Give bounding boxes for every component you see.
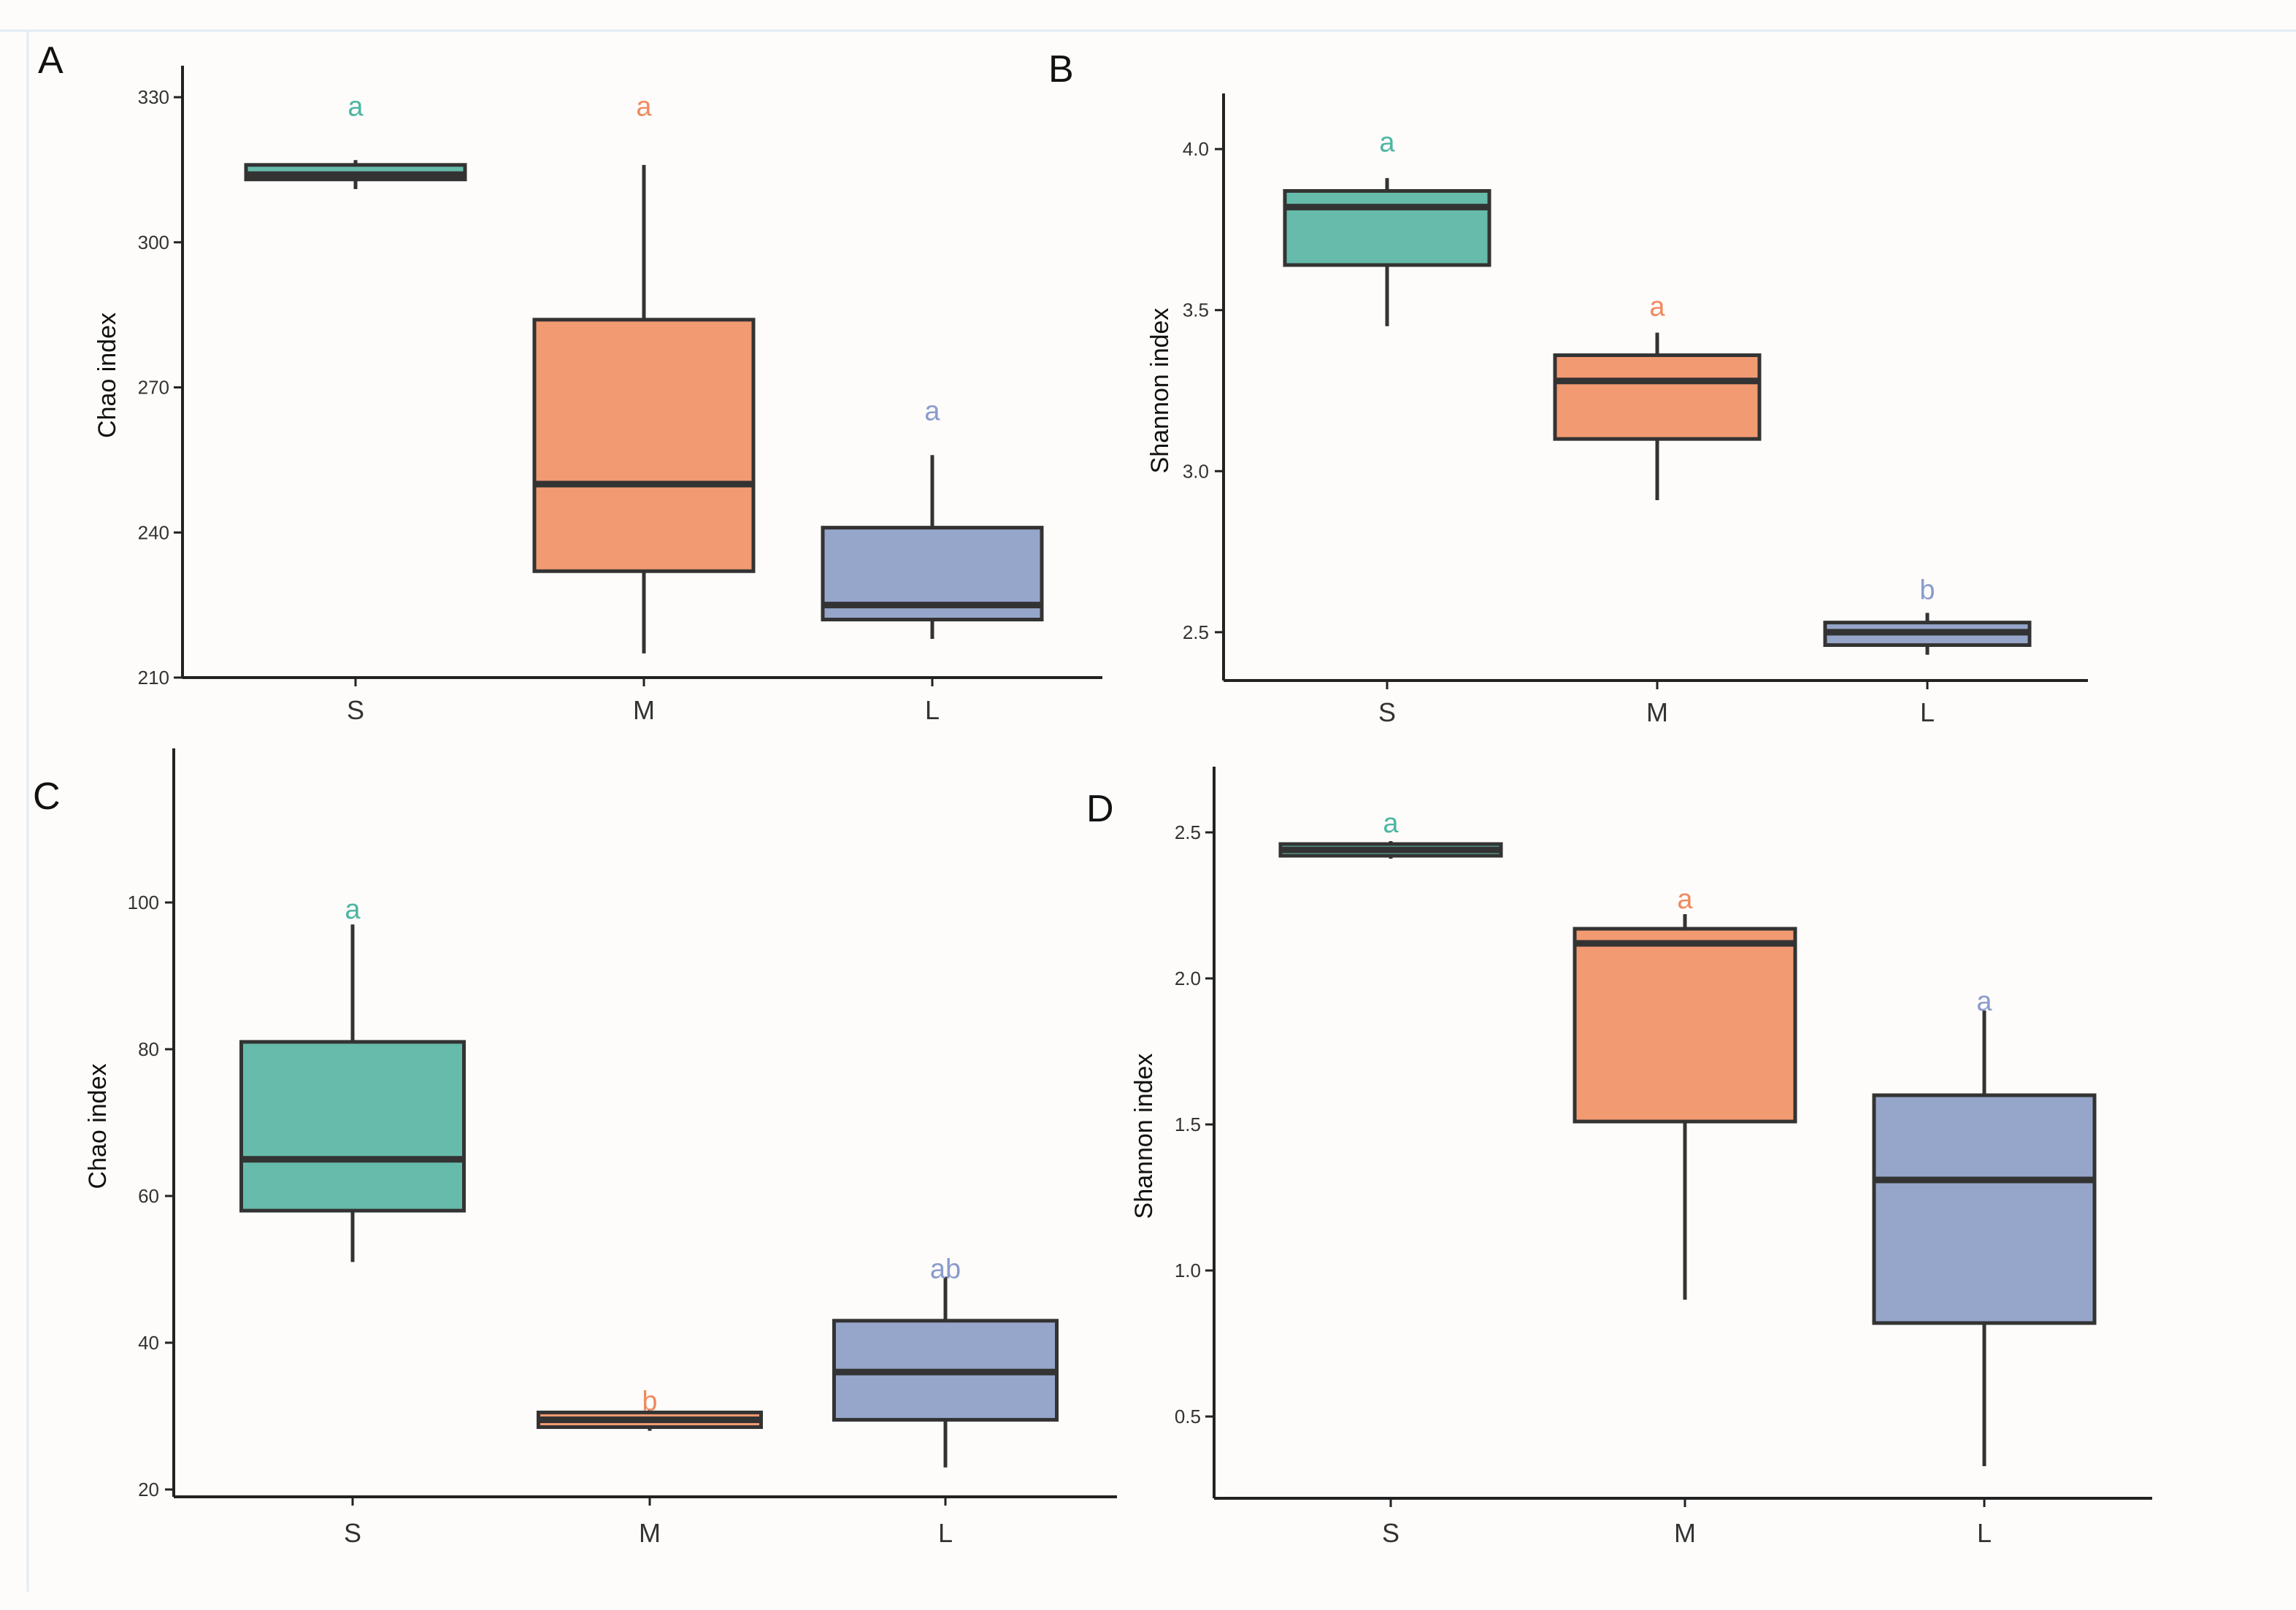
y-tick-label: 240 [138,521,169,543]
category-label: L [925,695,940,725]
significance-label: a [636,91,652,122]
panel-label: C [33,775,61,818]
panel-label: A [38,39,64,82]
significance-label: ab [930,1254,961,1284]
category-label: M [1646,697,1668,727]
box-s [239,1040,466,1213]
y-axis-title: Chao index [93,313,121,438]
panel-label: B [1048,48,1074,91]
y-tick-label: 330 [138,86,169,108]
category-label: M [1674,1518,1696,1548]
y-tick-label: 2.0 [1175,967,1201,989]
y-tick-label: 2.5 [1175,821,1201,843]
category-label: L [938,1518,953,1548]
significance-label: a [924,396,940,427]
category-label: M [639,1518,661,1548]
box-l [1872,1093,2097,1325]
significance-label: a [348,91,364,122]
y-tick-label: 210 [138,667,169,689]
panel-c: C 20 40 60 80 100 Chao index Sa Mb Lab [33,748,1117,1548]
y-tick-label: 1.5 [1175,1113,1201,1135]
panel-b: B 2.5 3.0 3.5 4.0 Shannon index Sa Ma Lb [1048,48,2088,727]
significance-label: a [1383,808,1399,839]
category-label: S [344,1518,361,1548]
category-label: S [1378,697,1396,727]
panels-group: A 210 240 270 300 330 Chao index Sa Ma La B 2.5 3.0 3… [33,39,2152,1548]
y-tick-label: 80 [138,1038,159,1060]
significance-label: a [1649,291,1665,322]
significance-label: a [1976,986,1992,1017]
y-axis-title: Chao index [84,1063,112,1189]
y-tick-label: 300 [138,231,169,253]
box-m [532,318,756,573]
significance-label: b [642,1386,657,1417]
y-tick-label: 20 [138,1479,159,1500]
y-tick-label: 60 [138,1185,159,1207]
significance-label: a [345,894,361,925]
y-tick-label: 2.5 [1183,621,1209,643]
significance-label: a [1379,127,1395,158]
significance-label: a [1677,884,1693,915]
y-tick-label: 3.0 [1183,460,1209,482]
y-tick-label: 4.0 [1183,138,1209,160]
box-m [1553,353,1762,441]
panel-d: D 0.5 1.0 1.5 2.0 2.5 Shannon index Sa Ma La [1086,767,2152,1548]
y-tick-label: 0.5 [1175,1406,1201,1427]
category-label: L [1977,1518,1992,1548]
significance-label: b [1919,575,1935,605]
y-axis-title: Shannon index [1130,1054,1158,1219]
panel-label: D [1086,788,1114,830]
box-m [1573,927,1797,1124]
y-axis-title: Shannon index [1146,308,1174,474]
category-label: M [633,695,655,725]
y-tick-label: 100 [128,892,159,913]
box-s [1283,189,1491,267]
panel-a: A 210 240 270 300 330 Chao index Sa Ma La [38,39,1102,725]
category-label: S [1382,1518,1400,1548]
y-tick-label: 1.0 [1175,1260,1201,1281]
y-tick-label: 270 [138,377,169,399]
y-tick-label: 40 [138,1332,159,1354]
category-label: L [1920,697,1935,727]
category-label: S [347,695,364,725]
y-tick-label: 3.5 [1183,299,1209,321]
